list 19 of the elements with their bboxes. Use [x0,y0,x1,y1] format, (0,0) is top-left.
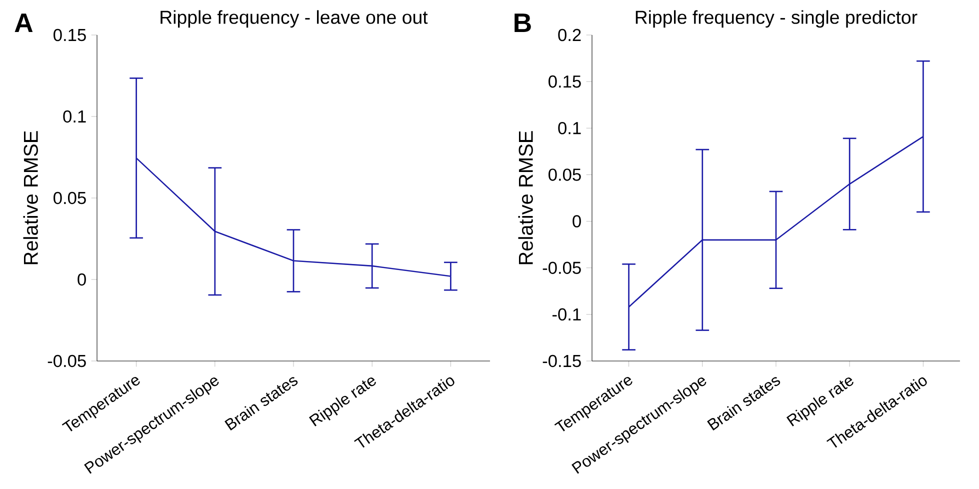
y-tick-label: 0.1 [63,110,86,123]
text: A [14,14,33,32]
chart-title: Ripple frequency - single predictor [636,10,918,28]
y-tick-label: 0 [78,273,86,286]
y-tick-label: -0.15 [542,354,581,368]
chart-title: Ripple frequency - leave one out [160,10,428,28]
y-tick-label: 0.05 [548,168,581,181]
y-tick-label: 0.15 [548,75,581,88]
y-tick-label: 0.2 [558,28,581,42]
y-tick-label: -0.05 [48,354,86,368]
y-tick-label: 0.05 [54,192,86,204]
text: B [514,14,531,32]
y-axis-title: Relative RMSE [23,131,38,264]
y-axis-title: Relative RMSE [518,131,533,264]
y-tick-label: 0 [572,215,581,228]
y-tick-label: 0.15 [54,28,86,42]
y-tick-label: -0.05 [542,262,581,274]
y-tick-label: 0.1 [558,122,581,134]
y-tick-label: -0.1 [552,308,581,321]
